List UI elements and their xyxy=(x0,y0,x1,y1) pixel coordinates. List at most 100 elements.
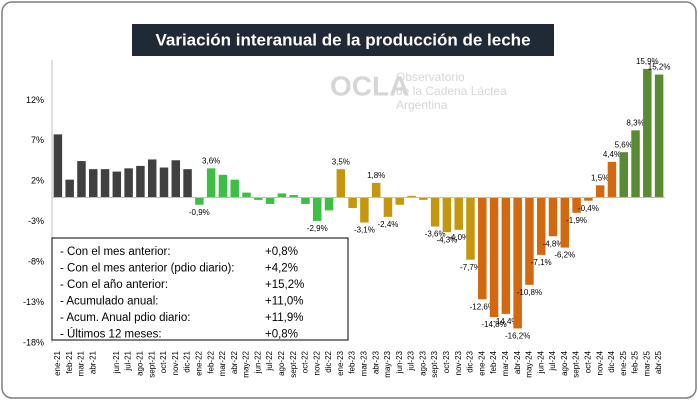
bar xyxy=(607,161,617,198)
data-label: -4,8% xyxy=(543,239,564,248)
x-tick-label: nov-21 xyxy=(171,350,180,375)
x-tick-label: mar-24 xyxy=(501,350,510,376)
x-tick-label: sept-22 xyxy=(289,350,298,377)
data-label: -14,4% xyxy=(493,317,518,326)
data-label: 15,2% xyxy=(648,63,671,72)
data-label: -3,1% xyxy=(354,226,375,235)
x-tick-label: may-23 xyxy=(383,350,392,377)
y-tick-label: -18% xyxy=(23,337,44,347)
data-label: 4,4% xyxy=(603,150,621,159)
x-tick-label: abr-21 xyxy=(88,350,97,374)
bar xyxy=(242,192,251,198)
summary-value: +15,2% xyxy=(265,279,304,291)
bar xyxy=(430,197,440,227)
x-tick-label: mar-22 xyxy=(218,350,227,376)
x-tick-label: jun-24 xyxy=(536,350,545,374)
bar xyxy=(631,130,640,198)
x-tick-label: dic-24 xyxy=(607,350,616,372)
bar xyxy=(218,174,228,198)
data-label: -7,1% xyxy=(531,258,552,267)
bar xyxy=(548,197,558,237)
x-tick-label: ene-25 xyxy=(619,350,628,375)
data-label: 5,6% xyxy=(615,140,633,149)
watermark: OCLA Observatorio de la Cadena Láctea Ar… xyxy=(330,70,507,112)
bar xyxy=(336,169,346,198)
summary-label: - Últimos 12 meses: xyxy=(60,328,162,341)
bar xyxy=(77,161,86,198)
x-tick-label: dic-23 xyxy=(466,350,475,372)
x-tick-label: jul-23 xyxy=(407,350,416,371)
chart-title: Variación interanual de la producción de… xyxy=(155,30,530,49)
bar xyxy=(100,169,110,198)
data-label: 1,5% xyxy=(591,173,609,182)
watermark-logo: OCLA xyxy=(330,70,409,101)
bar xyxy=(183,169,192,198)
summary-box: - Con el mes anterior: +0,8% - Con el mes … xyxy=(51,237,349,341)
x-tick-label: mar-25 xyxy=(642,350,651,376)
x-tick-label: mar-21 xyxy=(77,350,86,376)
summary-value: +11,9% xyxy=(265,312,303,324)
x-tick-label: abr-24 xyxy=(513,350,522,374)
bar xyxy=(360,197,369,223)
x-tick-label: feb-21 xyxy=(65,350,74,373)
bar xyxy=(536,197,546,255)
bar xyxy=(371,182,381,198)
bar xyxy=(454,197,463,230)
x-tick-label: ene-21 xyxy=(53,350,62,375)
y-tick-label: -13% xyxy=(23,297,44,307)
x-tick-label: feb-22 xyxy=(206,350,215,373)
summary-label: - Con el año anterior: xyxy=(60,279,168,291)
bar xyxy=(395,197,405,205)
x-tick-label: nov-24 xyxy=(595,350,604,375)
bar xyxy=(619,152,628,198)
y-tick-label: 2% xyxy=(31,176,44,186)
x-tick-label: jul-24 xyxy=(548,350,557,371)
bar xyxy=(230,179,239,198)
data-label: -3,6% xyxy=(425,230,446,239)
x-tick-label: feb-25 xyxy=(631,350,640,373)
bar xyxy=(65,179,74,198)
x-tick-label: may-22 xyxy=(242,350,251,377)
data-label: -16,2% xyxy=(505,332,530,341)
bar xyxy=(643,68,652,198)
data-label: 15,9% xyxy=(636,57,659,66)
bar xyxy=(254,197,263,200)
x-tick-label: jul-21 xyxy=(124,350,133,371)
summary-value: +0,8% xyxy=(265,329,298,341)
bar xyxy=(324,197,334,211)
bar xyxy=(159,167,169,198)
bar xyxy=(301,197,310,204)
summary-frame xyxy=(51,237,349,341)
summary-label: - Acum. Anual pdio diario: xyxy=(60,312,190,324)
data-label: -2,9% xyxy=(307,224,328,233)
bar xyxy=(53,134,63,198)
bar xyxy=(265,197,275,204)
bar xyxy=(407,195,416,198)
y-tick-label: 7% xyxy=(31,135,44,145)
x-tick-label: dic-21 xyxy=(183,350,192,372)
x-tick-label: abr-25 xyxy=(654,350,663,374)
summary-value: +0,8% xyxy=(265,246,298,258)
summary-label: - Con el mes anterior (pdio diario): xyxy=(60,263,235,275)
x-tick-label: feb-24 xyxy=(489,350,498,373)
bar xyxy=(560,197,570,248)
x-tick-label: ago-21 xyxy=(136,350,145,375)
bar xyxy=(89,169,98,198)
bar xyxy=(501,197,511,314)
x-tick-label: jul-22 xyxy=(265,350,274,371)
bar xyxy=(442,197,452,233)
x-tick-label: ago-22 xyxy=(277,350,286,375)
bar xyxy=(147,159,157,198)
data-label: -2,4% xyxy=(378,220,399,229)
watermark-text: de la Cadena Láctea xyxy=(396,84,507,98)
x-tick-label: jun-23 xyxy=(395,350,404,374)
x-tick-label: oct-21 xyxy=(159,350,168,373)
bar xyxy=(383,197,393,217)
summary-value: +11,0% xyxy=(265,296,303,308)
watermark-text: Argentina xyxy=(396,98,448,112)
bar xyxy=(195,197,204,205)
title-box xyxy=(132,24,554,56)
data-label: -4,3% xyxy=(436,235,457,244)
x-tick-label: oct-23 xyxy=(442,350,451,373)
